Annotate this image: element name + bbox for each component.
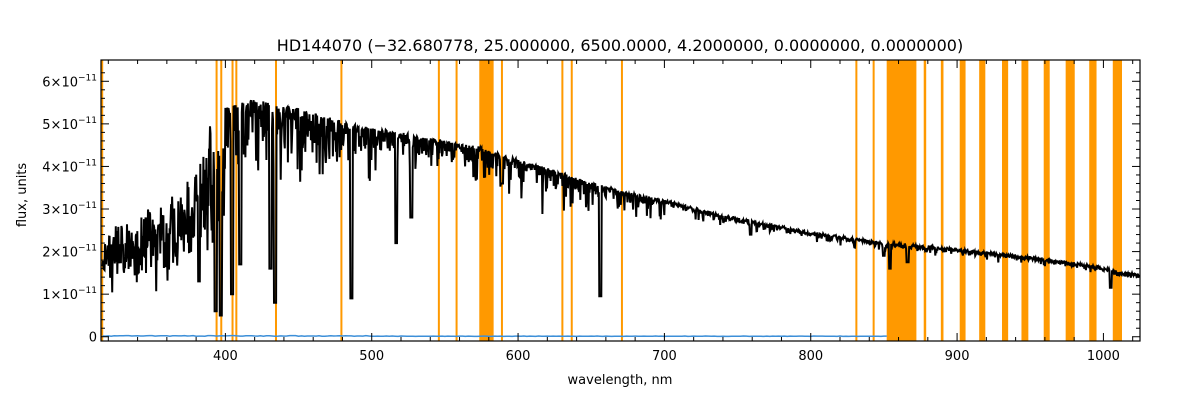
y-tick-label: 3×10−11 (42, 201, 97, 218)
masked-region (940, 60, 944, 341)
masked-region (561, 60, 564, 341)
masked-region (500, 60, 503, 341)
masked-region (1002, 60, 1009, 341)
masked-region (1112, 60, 1123, 341)
y-tick-label: 0 (89, 331, 97, 346)
masked-region (923, 60, 927, 341)
masked-region (455, 60, 458, 341)
masked-region (437, 60, 440, 341)
masked-region (340, 60, 343, 341)
masked-region (959, 60, 966, 341)
masked-region (1043, 60, 1050, 341)
masked-region (979, 60, 986, 341)
y-axis: 0 1×10−11 2×10−11 3×10−11 4×10−11 5×10−11 6×10… (42, 72, 1140, 346)
y-tick-label: 5×10−11 (42, 116, 97, 133)
x-axis: 400 500 600 700 800 900 1000 (107, 60, 1134, 364)
masked-region (1089, 60, 1097, 341)
masked-region (886, 60, 917, 341)
x-tick-label: 600 (506, 349, 531, 364)
masked-region (479, 60, 494, 341)
y-tick-label: 4×10−11 (42, 158, 97, 175)
y-tick-label: 6×10−11 (42, 73, 97, 90)
y-tick-label: 1×10−11 (42, 286, 97, 303)
masked-region (1065, 60, 1075, 341)
error-series-line (102, 334, 887, 338)
flux-series-line (101, 99, 1141, 317)
x-tick-label: 800 (798, 349, 823, 364)
x-tick-label: 1000 (1087, 349, 1120, 364)
x-tick-label: 400 (213, 349, 238, 364)
x-axis-label: wavelength, nm (568, 373, 673, 388)
masked-region (855, 60, 858, 341)
masked-region (235, 60, 238, 341)
masked-region (872, 60, 875, 341)
y-tick-label: 2×10−11 (42, 244, 97, 261)
x-tick-label: 900 (945, 349, 970, 364)
masked-region (1021, 60, 1029, 341)
x-tick-label: 700 (652, 349, 677, 364)
series-layer (101, 99, 1141, 338)
chart-title: HD144070 (−32.680778, 25.000000, 6500.00… (277, 36, 963, 55)
x-tick-label: 500 (359, 349, 384, 364)
y-axis-label: flux, units (15, 163, 30, 228)
